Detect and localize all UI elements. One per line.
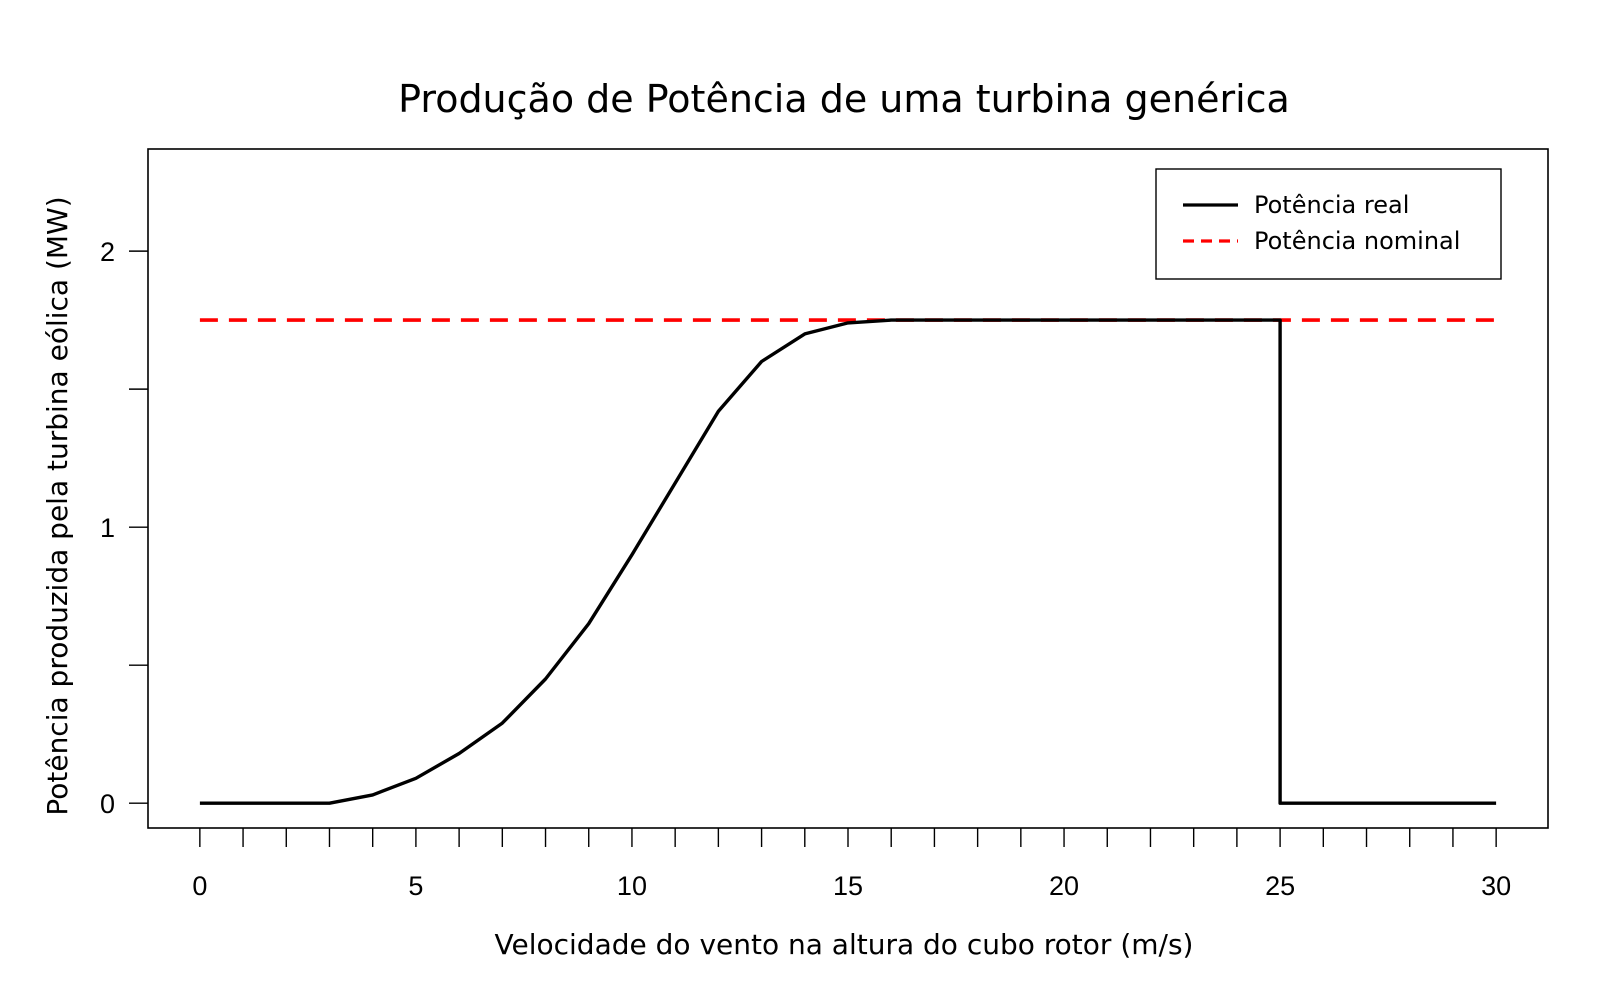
x-tick-label: 25 xyxy=(1265,871,1295,901)
x-tick-label: 5 xyxy=(408,871,423,901)
x-tick-label: 0 xyxy=(192,871,207,901)
x-tick-label: 10 xyxy=(617,871,647,901)
legend-label: Potência nominal xyxy=(1254,227,1460,255)
x-tick-label: 15 xyxy=(833,871,863,901)
legend-box xyxy=(1155,168,1502,280)
y-tick-label: 2 xyxy=(100,237,115,267)
y-tick-label: 0 xyxy=(100,789,115,819)
y-axis-label: Potência produzida pela turbina eólica (… xyxy=(41,196,74,815)
plot-area: 0 5 10 15 20 25 30 0 1 2 xyxy=(100,148,1549,901)
series-line-potencia-real xyxy=(199,318,1497,805)
legend-label: Potência real xyxy=(1254,191,1409,219)
x-axis-label: Velocidade do vento na altura do cubo ro… xyxy=(495,928,1194,961)
chart-title: Produção de Potência de uma turbina gené… xyxy=(398,77,1290,121)
x-tick-label: 30 xyxy=(1481,871,1511,901)
y-tick-label: 1 xyxy=(100,513,115,543)
x-tick-label: 20 xyxy=(1049,871,1079,901)
legend: Potência real Potência nominal xyxy=(1155,168,1502,280)
